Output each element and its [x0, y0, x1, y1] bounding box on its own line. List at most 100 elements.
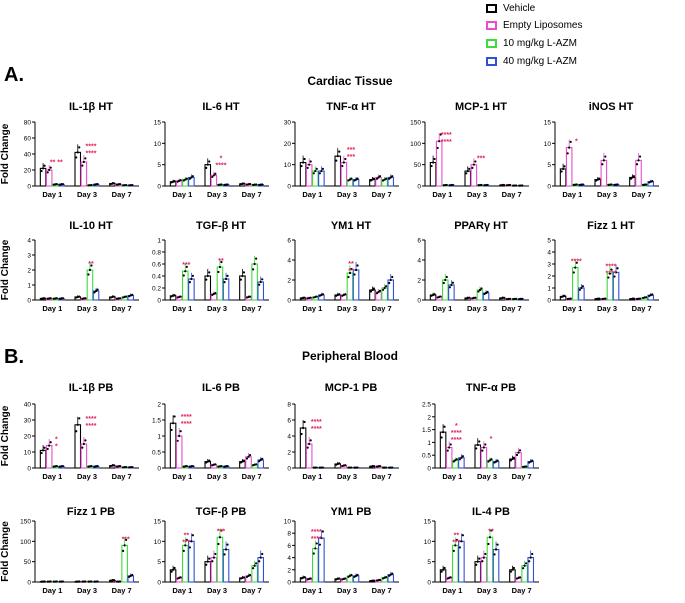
chart-7-dot-1-0-2	[338, 293, 341, 296]
chart-2-dot-2-1-1	[377, 176, 380, 179]
chart-9-dot-1-1-2	[604, 297, 607, 300]
chart-6-dot-1-3-2	[226, 274, 229, 277]
chart-15-ytick-label-2: 10	[154, 539, 162, 546]
chart-11-dot-1-2-2	[220, 465, 223, 468]
chart-10-annotation-1: *	[55, 444, 58, 451]
chart-12-dot-2-0-2	[372, 465, 376, 468]
chart-1-ytick-label-1: 5	[157, 162, 161, 169]
chart-4-dot-2-3-2	[651, 179, 654, 183]
chart-16-xtick-label-1: Day 3	[337, 586, 357, 595]
chart-6-dot-2-2-1	[253, 262, 256, 266]
chart-12-title: MCP-1 PB	[325, 382, 378, 394]
chart-9-dot-2-2-2	[645, 296, 648, 299]
chart-8-dot-1-2-2	[480, 287, 483, 290]
chart-6-ytick-label-0: 0	[157, 298, 161, 305]
chart-1-dot-0-3-2	[191, 175, 194, 178]
chart-9-dot-1-0-2	[598, 297, 601, 300]
chart-17-dot-2-2-0	[522, 567, 525, 570]
chart-4-dot-0-1-2	[569, 140, 572, 143]
chart-10-dot-0-3-2	[61, 465, 64, 468]
chart-13-ytick-label-3: 1.5	[422, 427, 431, 434]
chart-9-dot-1-3-2	[616, 267, 619, 270]
chart-16-dot-1-0-2	[338, 577, 341, 580]
legend-item-empty-liposomes: Empty Liposomes	[486, 17, 582, 33]
chart-7-dot-2-0-2	[372, 287, 376, 290]
chart-15-xtick-label-0: Day 1	[172, 586, 192, 595]
chart-3-annotation-0: ****	[441, 132, 452, 139]
chart-15-dot-1-3-0	[223, 553, 226, 556]
chart-17-dot-1-2-2	[490, 529, 493, 532]
chart-8-ytick-label-2: 4	[417, 258, 421, 265]
chart-8-xtick-label-1: Day 3	[467, 304, 487, 313]
chart-8-dot-0-2-1	[444, 278, 447, 282]
chart-3-dot-0-1-2	[439, 133, 442, 136]
chart-0-dot-0-1-1	[48, 168, 51, 172]
chart-15-dot-0-0-0	[170, 570, 173, 573]
chart-13-dot-0-0-2	[443, 425, 446, 428]
chart-9-dot-0-3-2	[581, 285, 584, 288]
chart-12-dot-1-2-2	[350, 466, 353, 469]
chart-5-annotation-0: **	[88, 261, 94, 268]
chart-11-xtick-label-0: Day 1	[172, 472, 192, 481]
chart-4-dot-2-1-0	[635, 163, 639, 166]
chart-12-ytick-label-2: 4	[287, 434, 291, 441]
chart-2-annotation-0: ***	[347, 147, 355, 154]
chart-6-dot-1-2-1	[218, 265, 222, 269]
chart-16-dot-1-2-2	[350, 573, 353, 577]
chart-0-ytick-label-2: 40	[24, 152, 32, 159]
chart-11-dot-1-3-2	[226, 465, 229, 468]
chart-4-dot-2-1-2	[638, 155, 642, 158]
chart-16-dot-0-3-0	[318, 543, 321, 546]
chart-3-dot-0-2-2	[445, 183, 448, 187]
chart-1-ytick-label-3: 15	[154, 120, 162, 127]
chart-5-dot-1-3-1	[94, 289, 98, 293]
chart-11-dot-2-1-2	[248, 454, 252, 457]
chart-12-xtick-label-2: Day 7	[372, 472, 392, 481]
chart-4-dot-0-0-0	[560, 170, 563, 173]
chart-11-ytick-label-3: 1.5	[152, 418, 161, 425]
chart-3-dot-2-3-2	[521, 184, 524, 187]
chart-8-dot-2-2-2	[515, 297, 518, 300]
chart-14-dot-1-3-2	[96, 580, 99, 583]
chart-13-dot-1-2-0	[487, 460, 490, 463]
chart-16-title: YM1 PB	[331, 506, 372, 518]
chart-1-ytick-label-0: 0	[157, 184, 161, 191]
chart-1-annotation-0: *	[220, 156, 223, 163]
chart-14-dot-0-3-2	[61, 580, 64, 583]
chart-12-dot-0-1-1	[308, 442, 311, 446]
chart-6-dot-1-0-0	[205, 278, 208, 281]
chart-16-annotation-0: ****	[311, 529, 322, 536]
chart-12-dot-0-0-0	[300, 432, 303, 436]
chart-16-dot-0-3-1	[320, 536, 323, 540]
chart-15-annotation-0: **	[184, 532, 190, 539]
chart-11-dot-0-1-1	[178, 434, 181, 438]
chart-13-dot-2-0-0	[509, 459, 513, 462]
chart-14-annotation-0: ***	[122, 536, 130, 543]
chart-13-dot-0-3-1	[460, 456, 463, 459]
chart-15-dot-2-2-1	[253, 564, 256, 567]
chart-14-dot-2-2-2	[125, 538, 128, 542]
chart-9-dot-0-2-0	[572, 271, 575, 274]
chart-16-ytick-label-3: 6	[287, 543, 291, 550]
chart-17-dot-0-3-1	[460, 540, 463, 543]
chart-0-dot-0-1-0	[46, 171, 49, 174]
chart-5-ytick-label-3: 3	[27, 253, 31, 260]
chart-2-dot-1-2-2	[350, 177, 353, 180]
chart-13-xtick-label-2: Day 7	[512, 472, 532, 481]
chart-12-ytick-label-1: 2	[287, 450, 291, 457]
chart-4-dot-1-3-2	[616, 183, 619, 186]
chart-13-dot-1-1-2	[484, 443, 487, 446]
chart-7-xtick-label-1: Day 3	[337, 304, 357, 313]
chart-13-dot-0-0-0	[440, 436, 443, 439]
chart-17-dot-1-0-2	[478, 557, 481, 560]
chart-4-dot-2-0-1	[631, 176, 634, 179]
chart-0-dot-1-0-0	[75, 156, 78, 159]
chart-10-dot-0-1-0	[46, 447, 49, 451]
chart-12-dot-2-2-2	[385, 466, 388, 469]
chart-4-xtick-label-2: Day 7	[632, 190, 652, 199]
chart-12-dot-0-0-1	[301, 426, 305, 430]
chart-14-dot-1-0-2	[78, 580, 81, 583]
chart-13-xtick-label-1: Day 3	[477, 472, 497, 481]
chart-14-dot-2-0-2	[112, 579, 116, 582]
chart-6-dot-2-1-2	[248, 295, 252, 298]
